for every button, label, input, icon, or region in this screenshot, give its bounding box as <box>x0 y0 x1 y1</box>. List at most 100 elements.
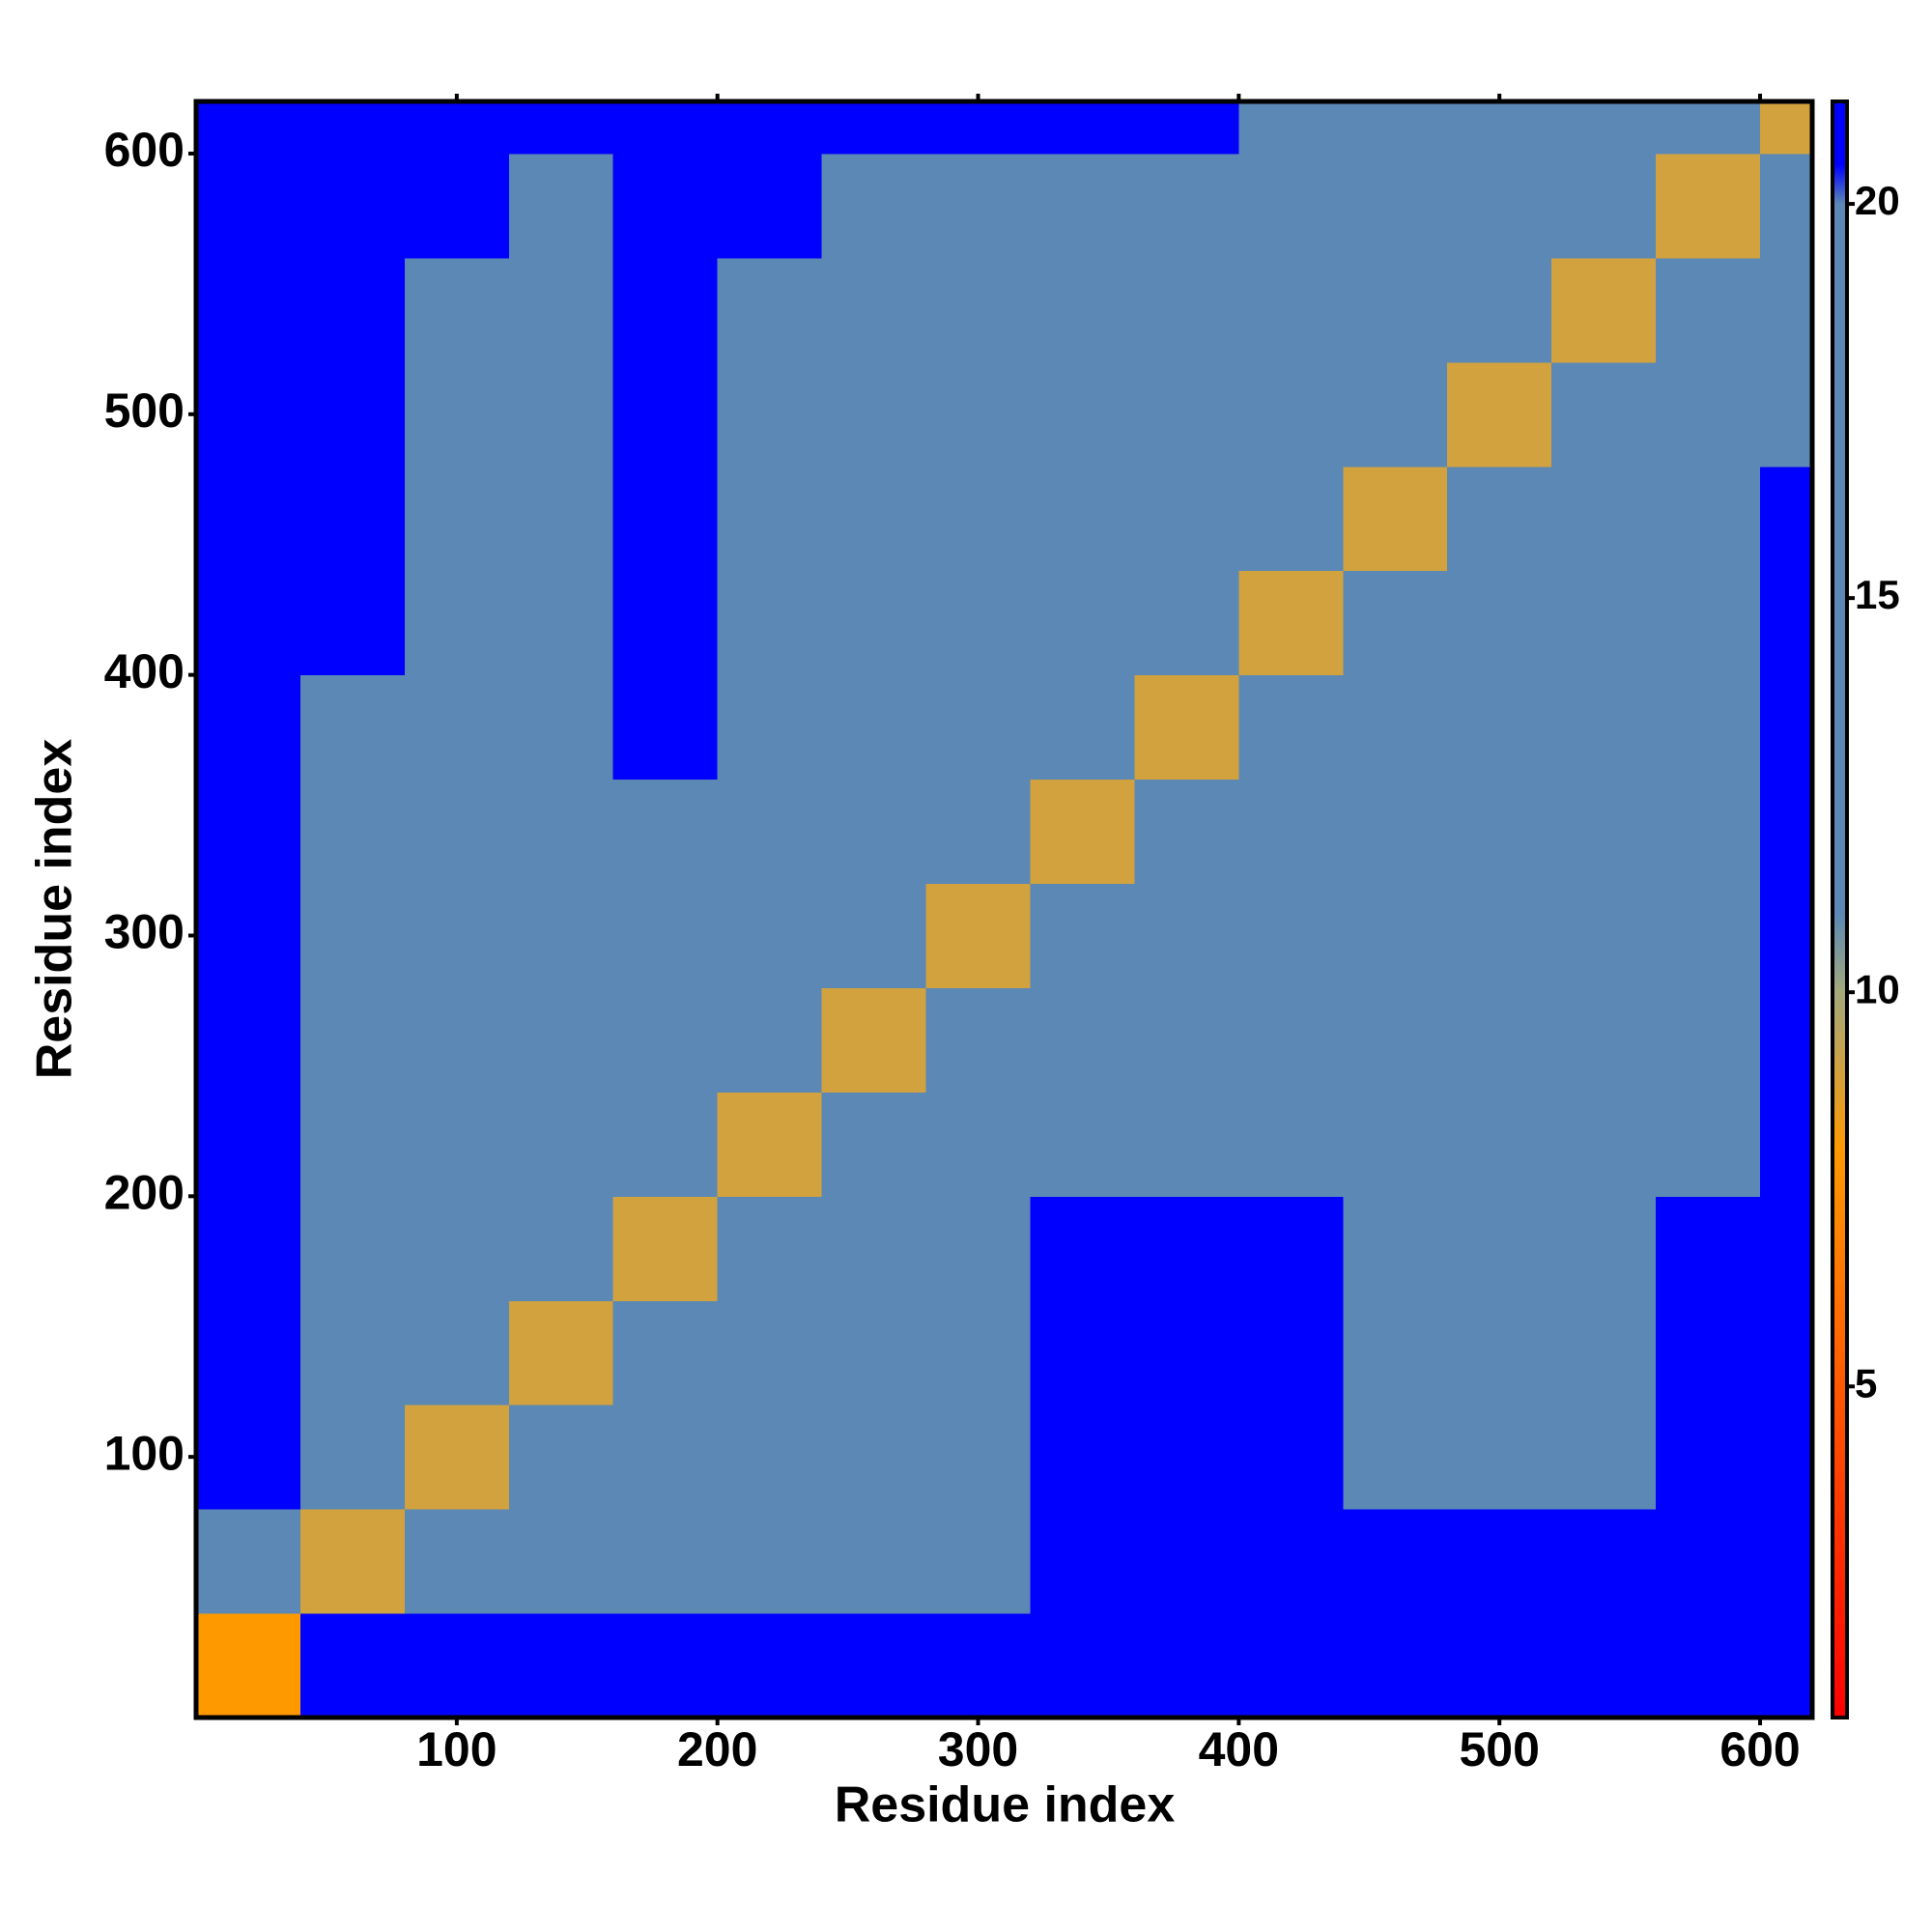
cell <box>1447 779 1552 885</box>
cell <box>1551 1196 1657 1301</box>
cell <box>1447 1300 1552 1406</box>
cell <box>1030 570 1135 676</box>
cell <box>196 257 301 363</box>
cell <box>1656 257 1761 363</box>
cell <box>612 1613 719 1719</box>
cell <box>1134 1196 1239 1301</box>
cell <box>1238 1509 1344 1614</box>
cell <box>717 101 823 155</box>
cell <box>508 674 614 781</box>
cell <box>1343 987 1448 1093</box>
x-tick-label: 200 <box>677 1722 757 1776</box>
cell <box>1656 153 1761 259</box>
cell <box>1760 1092 1813 1197</box>
cell <box>1447 101 1552 155</box>
cell <box>299 1196 406 1301</box>
cell <box>299 1300 406 1406</box>
cell <box>196 674 301 781</box>
cell <box>1551 674 1657 781</box>
cell <box>1447 570 1552 676</box>
cell <box>1030 1509 1135 1614</box>
cell <box>821 466 927 572</box>
cell <box>1238 1092 1344 1197</box>
cell <box>612 570 719 676</box>
cell <box>1134 466 1239 572</box>
cell <box>508 1092 614 1197</box>
cell <box>404 1509 510 1614</box>
plot-frame <box>193 99 1815 1720</box>
cell <box>1238 1613 1344 1719</box>
colorbar-tick-label: 5 <box>1855 1360 1877 1406</box>
cell <box>1238 101 1344 155</box>
cell <box>508 466 614 572</box>
x-tick-label: 100 <box>416 1722 497 1776</box>
cell <box>1030 1196 1135 1301</box>
cell <box>1656 1092 1761 1197</box>
cell <box>1134 1405 1239 1510</box>
cell <box>299 1613 406 1719</box>
cell <box>299 466 406 572</box>
cell <box>1656 1509 1761 1614</box>
cell <box>821 153 927 259</box>
cell <box>717 1092 823 1197</box>
cell <box>1030 361 1135 468</box>
cell <box>925 1509 1031 1614</box>
y-tick-label: 400 <box>104 644 185 698</box>
cell <box>1760 466 1813 572</box>
cell <box>1030 1405 1135 1510</box>
cell <box>925 466 1031 572</box>
cell <box>508 101 614 155</box>
cell <box>1760 153 1813 259</box>
cell <box>1551 1405 1657 1510</box>
cell <box>404 361 510 468</box>
cell <box>404 779 510 885</box>
cell <box>1134 1509 1239 1614</box>
cell <box>1760 1613 1813 1719</box>
cell <box>404 1092 510 1197</box>
cell <box>1238 153 1344 259</box>
cell <box>1551 779 1657 885</box>
cell <box>1343 153 1448 259</box>
cell <box>196 779 301 885</box>
cell <box>1656 1300 1761 1406</box>
cell <box>1760 101 1813 155</box>
cell <box>1551 883 1657 988</box>
cell <box>612 466 719 572</box>
cell <box>1551 1300 1657 1406</box>
cell <box>508 361 614 468</box>
cell <box>299 570 406 676</box>
cell <box>1343 674 1448 781</box>
cell <box>612 1196 719 1301</box>
cell <box>925 257 1031 363</box>
cell <box>1134 883 1239 988</box>
cell <box>1447 361 1552 468</box>
cell <box>299 674 406 781</box>
cell <box>299 1405 406 1510</box>
cell <box>299 1092 406 1197</box>
cell <box>1760 883 1813 988</box>
cell <box>508 153 614 259</box>
cell <box>1447 883 1552 988</box>
cell <box>196 153 301 259</box>
cell <box>196 1509 301 1614</box>
cell <box>612 987 719 1093</box>
cell <box>1551 153 1657 259</box>
cell <box>1760 570 1813 676</box>
cell <box>508 987 614 1093</box>
cell <box>1030 1300 1135 1406</box>
cell <box>1656 1405 1761 1510</box>
y-tick-label: 100 <box>104 1426 185 1480</box>
cell <box>1238 1196 1344 1301</box>
cell <box>1760 257 1813 363</box>
cell <box>612 1300 719 1406</box>
cell <box>821 1300 927 1406</box>
cell <box>1134 570 1239 676</box>
cell <box>821 1405 927 1510</box>
cell <box>925 987 1031 1093</box>
cell <box>299 153 406 259</box>
cell <box>717 987 823 1093</box>
cell <box>1551 361 1657 468</box>
cell <box>1030 883 1135 988</box>
cell <box>612 1509 719 1614</box>
